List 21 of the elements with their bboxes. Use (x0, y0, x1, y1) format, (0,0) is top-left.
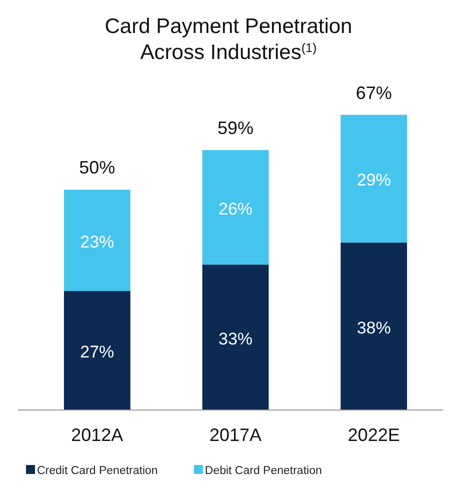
data-label: 27% (80, 342, 114, 362)
data-label: 29% (356, 170, 391, 190)
total-label: 50% (79, 158, 116, 178)
chart-title: Card Payment Penetration Across Industries$^{(1)}$ (104, 15, 352, 64)
x-tick-label: 2012A (71, 425, 124, 445)
bar (340, 114, 408, 243)
data-label: 23% (80, 232, 114, 252)
data-label: 38% (356, 318, 391, 338)
x-tick-label: 2022E (348, 425, 400, 445)
total-label: 59% (217, 118, 254, 138)
bar (202, 264, 269, 410)
total-label: 67% (356, 82, 392, 103)
bar (340, 242, 408, 410)
bar (64, 190, 130, 292)
bar (64, 291, 130, 410)
x-tick-label: 2017A (209, 425, 262, 445)
legend-label: Credit Card Penetration (37, 465, 158, 477)
data-label: 33% (218, 329, 253, 348)
legend-label: Debit Card Penetration (204, 465, 322, 477)
data-label: 26% (218, 199, 253, 218)
bar (202, 150, 269, 265)
